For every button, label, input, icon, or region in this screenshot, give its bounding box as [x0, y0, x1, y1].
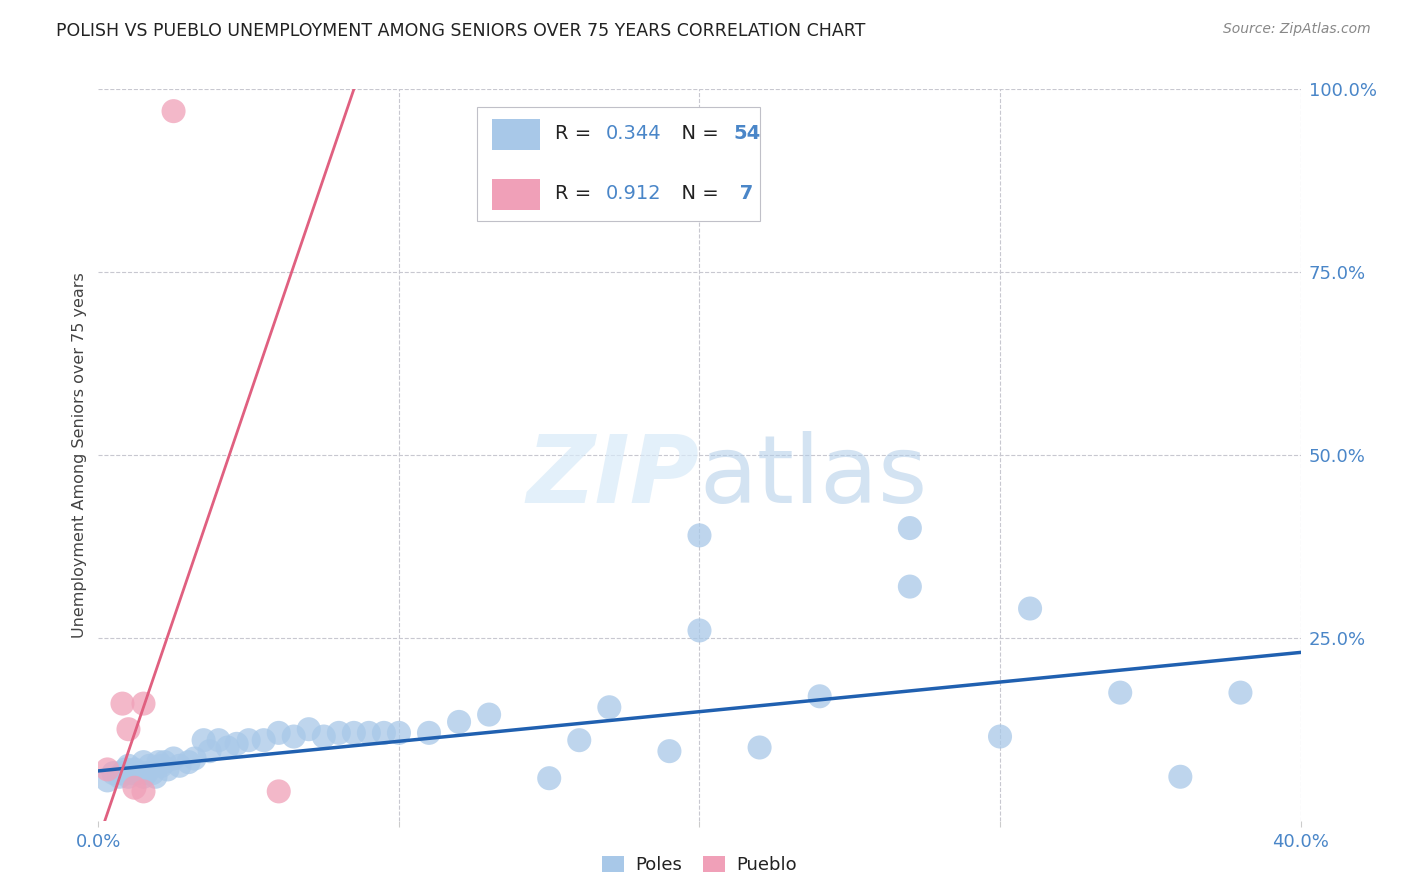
- Point: [808, 690, 831, 704]
- Point: [156, 763, 179, 777]
- Text: 54: 54: [733, 124, 761, 143]
- Point: [96, 773, 118, 788]
- Point: [117, 758, 139, 772]
- Point: [177, 755, 200, 769]
- Point: [127, 766, 149, 780]
- Point: [193, 733, 215, 747]
- Point: [150, 758, 173, 772]
- Point: [132, 784, 155, 798]
- Text: N =: N =: [669, 185, 725, 203]
- Point: [328, 726, 350, 740]
- Point: [132, 697, 155, 711]
- Point: [343, 726, 366, 740]
- Point: [748, 740, 770, 755]
- Point: [689, 528, 711, 542]
- Point: [198, 744, 221, 758]
- Point: [108, 770, 131, 784]
- Point: [96, 763, 118, 777]
- Point: [208, 733, 231, 747]
- Text: Source: ZipAtlas.com: Source: ZipAtlas.com: [1223, 22, 1371, 37]
- Point: [1170, 770, 1192, 784]
- Point: [138, 758, 160, 772]
- Point: [898, 580, 921, 594]
- Point: [162, 104, 184, 119]
- Y-axis label: Unemployment Among Seniors over 75 years: Unemployment Among Seniors over 75 years: [72, 272, 87, 638]
- Point: [1229, 686, 1251, 700]
- Point: [298, 723, 321, 737]
- Point: [267, 784, 290, 798]
- Point: [117, 770, 139, 784]
- Text: R =: R =: [555, 124, 598, 143]
- Point: [145, 770, 167, 784]
- Point: [238, 733, 260, 747]
- Point: [162, 751, 184, 765]
- Text: N =: N =: [669, 124, 725, 143]
- Point: [598, 700, 620, 714]
- Text: ZIP: ZIP: [527, 431, 700, 523]
- FancyBboxPatch shape: [492, 179, 540, 210]
- Point: [148, 755, 170, 769]
- Point: [124, 780, 146, 795]
- Point: [111, 697, 134, 711]
- Point: [217, 740, 239, 755]
- Point: [988, 730, 1011, 744]
- FancyBboxPatch shape: [477, 108, 759, 221]
- Point: [1019, 601, 1042, 615]
- Point: [124, 763, 146, 777]
- Point: [135, 766, 157, 780]
- Point: [478, 707, 501, 722]
- Point: [132, 770, 155, 784]
- Point: [114, 763, 136, 777]
- Point: [153, 755, 176, 769]
- Legend: Poles, Pueblo: Poles, Pueblo: [595, 848, 804, 881]
- Point: [132, 755, 155, 769]
- Point: [1109, 686, 1132, 700]
- Point: [225, 737, 247, 751]
- Point: [538, 771, 561, 785]
- Point: [312, 730, 335, 744]
- Point: [373, 726, 395, 740]
- Text: 0.912: 0.912: [606, 185, 661, 203]
- Text: atlas: atlas: [700, 431, 928, 523]
- Point: [183, 751, 205, 765]
- Point: [103, 766, 125, 780]
- Point: [447, 714, 470, 729]
- Point: [169, 758, 191, 772]
- Text: 7: 7: [733, 185, 754, 203]
- FancyBboxPatch shape: [492, 120, 540, 150]
- Point: [253, 733, 276, 747]
- Point: [689, 624, 711, 638]
- Point: [357, 726, 380, 740]
- Text: POLISH VS PUEBLO UNEMPLOYMENT AMONG SENIORS OVER 75 YEARS CORRELATION CHART: POLISH VS PUEBLO UNEMPLOYMENT AMONG SENI…: [56, 22, 866, 40]
- Text: R =: R =: [555, 185, 598, 203]
- Point: [898, 521, 921, 535]
- Point: [267, 726, 290, 740]
- Point: [418, 726, 440, 740]
- Point: [121, 766, 143, 780]
- Point: [568, 733, 591, 747]
- Point: [111, 766, 134, 780]
- Text: 0.344: 0.344: [606, 124, 661, 143]
- Point: [117, 723, 139, 737]
- Point: [141, 766, 163, 780]
- Point: [283, 730, 305, 744]
- Point: [658, 744, 681, 758]
- Point: [388, 726, 411, 740]
